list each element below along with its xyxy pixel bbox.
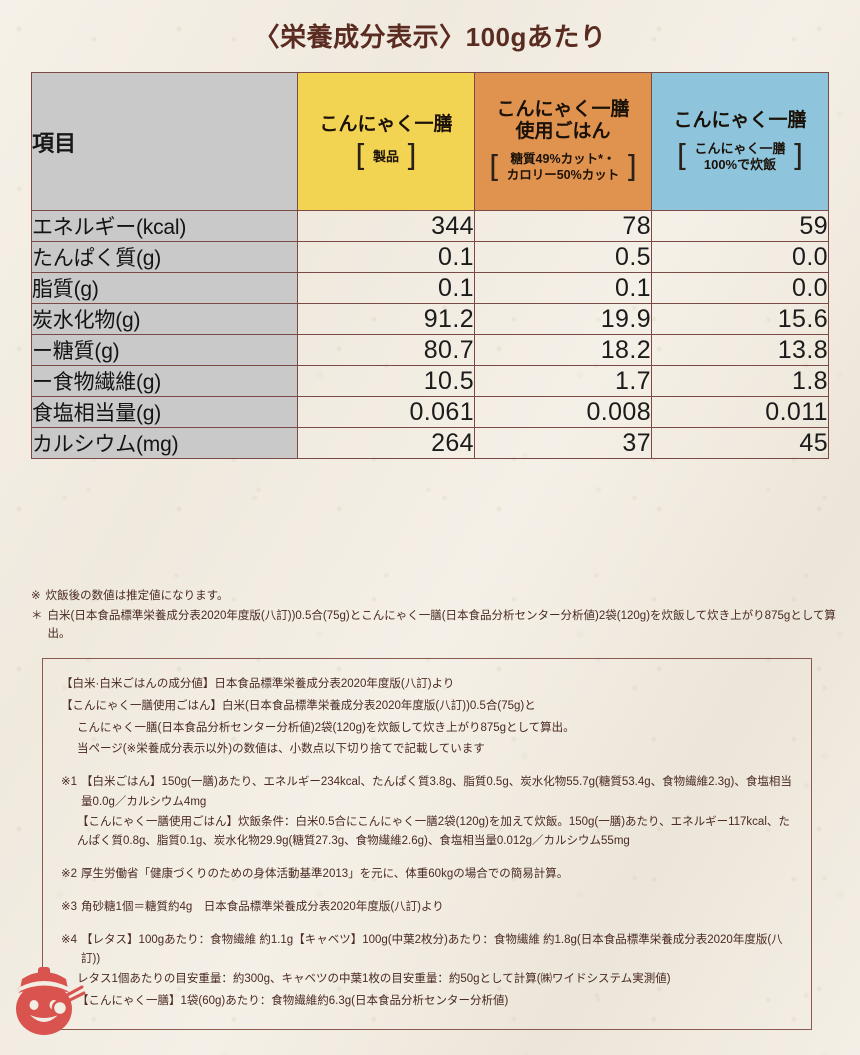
row-label: カルシウム(mg) (31, 427, 298, 459)
cell-value: 1.8 (651, 365, 829, 397)
row-label: ー食物繊維(g) (31, 365, 298, 397)
note-3-text: 角砂糖1個＝糖質約4g 日本食品標準栄養成分表2020年度版(八訂)より (81, 900, 444, 913)
cell-value: 0.0 (651, 272, 829, 304)
cell-value: 0.061 (297, 396, 475, 428)
note-2-text: 厚生労働省「健康づくりのための身体活動基準2013」を元に、体重60kgの場合で… (81, 868, 569, 881)
cell-value: 45 (651, 427, 829, 459)
cell-value: 0.5 (474, 241, 652, 273)
cell-value: 59 (651, 210, 829, 242)
table-row: 食塩相当量(g) 0.061 0.008 0.011 (31, 396, 829, 428)
row-label: 食塩相当量(g) (31, 396, 298, 428)
note-3-mark: ※3 (61, 900, 78, 913)
header-col3-bracket-group: [ こんにゃく一膳 100%で炊飯 ] (652, 141, 828, 174)
note-2-line: ※2 厚生労働省「健康づくりのための身体活動基準2013」を元に、体重60kgの… (61, 865, 793, 885)
note-source-line3: こんにゃく一膳(日本食品分析センター分析値)2袋(120g)を炊飯して炊き上がり… (77, 721, 575, 734)
table-row: エネルギー(kcal) 344 78 59 (31, 210, 829, 242)
bracket-right-icon: ] (405, 138, 417, 174)
cell-value: 13.8 (651, 334, 829, 366)
bracket-left-icon: [ (355, 138, 367, 174)
header-col1-sub: 製品 (372, 148, 399, 164)
table-footnotes: ※ 炊飯後の数値は推定値になります。 ＊ 白米(日本食品標準栄養成分表2020年… (31, 588, 837, 645)
footnote-item: ※ 炊飯後の数値は推定値になります。 (31, 588, 837, 606)
row-label: エネルギー(kcal) (31, 210, 298, 242)
header-col1-main: こんにゃく一膳 (319, 113, 453, 135)
header-column-product: こんにゃく一膳 [ 製品 ] (297, 72, 475, 211)
cell-value: 15.6 (651, 303, 829, 335)
note-source-line1: 【白米·白米ごはんの成分値】日本食品標準栄養成分表2020年度版(八訂)より (61, 678, 455, 690)
cell-value: 91.2 (297, 303, 475, 335)
page-title: 〈栄養成分表示〉100gあたり (253, 22, 607, 52)
cell-value: 78 (474, 210, 652, 242)
header-col3-main: こんにゃく一膳 (673, 109, 807, 131)
table-row: ー糖質(g) 80.7 18.2 13.8 (31, 334, 829, 366)
row-label: たんぱく質(g) (31, 241, 298, 273)
note-1-line1: ※1 【白米ごはん】150g(一膳)あたり、エネルギー234kcal、たんぱく質… (61, 773, 793, 813)
cell-value: 0.011 (651, 396, 829, 428)
row-label: 脂質(g) (31, 272, 298, 304)
header-col1-bracket-group: [ 製品 ] (298, 138, 474, 174)
note-1-group: ※1 【白米ごはん】150g(一膳)あたり、エネルギー234kcal、たんぱく質… (61, 773, 793, 852)
header-col2-main: こんにゃく一膳 使用ごはん (496, 99, 630, 143)
row-label: ー糖質(g) (31, 334, 298, 366)
note-4-text2: レタス1個あたりの目安重量：約300g、キャベツの中葉1枚の目安重量：約50gと… (77, 973, 671, 986)
nutrition-table: 項目 こんにゃく一膳 [ 製品 ] こんにゃく一膳 使用ごはん [ 糖質49%カ… (31, 72, 829, 459)
konnyaku-mascot-icon (16, 967, 86, 1035)
note-1-mark: ※1 (61, 776, 78, 789)
table-row: 炭水化物(g) 91.2 19.9 15.6 (31, 303, 829, 335)
table-row: 脂質(g) 0.1 0.1 0.0 (31, 272, 829, 304)
cell-value: 1.7 (474, 365, 652, 397)
note-3-line: ※3 角砂糖1個＝糖質約4g 日本食品標準栄養成分表2020年度版(八訂)より (61, 898, 793, 918)
note-1-text2: 【こんにゃく一膳使用ごはん】炊飯条件：白米0.5合にこんにゃく一膳2袋(120g… (77, 815, 790, 848)
note-2-mark: ※2 (61, 868, 78, 881)
row-label: 炭水化物(g) (31, 303, 298, 335)
cell-value: 0.1 (297, 241, 475, 273)
bracket-right-icon: ] (791, 138, 804, 174)
header-item-label: 項目 (31, 72, 298, 211)
bracket-left-icon: [ (489, 149, 501, 185)
note-2-group: ※2 厚生労働省「健康づくりのための身体活動基準2013」を元に、体重60kgの… (61, 865, 793, 885)
cell-value: 344 (297, 210, 475, 242)
header-col3-sub: こんにゃく一膳 100%で炊飯 (694, 140, 786, 173)
cell-value: 18.2 (474, 334, 652, 366)
cell-value: 0.008 (474, 396, 652, 428)
table-row: カルシウム(mg) 264 37 45 (31, 427, 829, 459)
cell-value: 37 (474, 427, 652, 459)
table-body: エネルギー(kcal) 344 78 59 たんぱく質(g) 0.1 0.5 0… (31, 210, 829, 459)
footnote-mark: ＊ (31, 609, 43, 622)
table-row: たんぱく質(g) 0.1 0.5 0.0 (31, 241, 829, 273)
header-column-rice-with-konnyaku: こんにゃく一膳 使用ごはん [ 糖質49%カット*・ カロリー50%カット ] (474, 72, 652, 211)
table-row: ー食物繊維(g) 10.5 1.7 1.8 (31, 365, 829, 397)
note-1-text1: 【白米ごはん】150g(一膳)あたり、エネルギー234kcal、たんぱく質3.8… (81, 776, 792, 808)
cell-value: 0.1 (297, 272, 475, 304)
table-header-row: 項目 こんにゃく一膳 [ 製品 ] こんにゃく一膳 使用ごはん [ 糖質49%カ… (31, 72, 829, 211)
note-4-line1: ※4 【レタス】100gあたり：食物繊維 約1.1g【キャベツ】100g(中葉2… (61, 931, 793, 971)
bracket-right-icon: ] (625, 149, 637, 185)
header-col2-sub: 糖質49%カット*・ カロリー50%カット (506, 152, 620, 183)
cell-value: 80.7 (297, 334, 475, 366)
cell-value: 0.1 (474, 272, 652, 304)
note-3-group: ※3 角砂糖1個＝糖質約4g 日本食品標準栄養成分表2020年度版(八訂)より (61, 898, 793, 918)
note-4-group: ※4 【レタス】100gあたり：食物繊維 約1.1g【キャベツ】100g(中葉2… (61, 931, 793, 1012)
footnote-text: 白米(日本食品標準栄養成分表2020年度版(八訂))0.5合(75g)とこんにゃ… (47, 609, 836, 640)
note-4-text1: 【レタス】100gあたり：食物繊維 約1.1g【キャベツ】100g(中葉2枚分)… (81, 933, 783, 966)
header-column-konnyaku-100: こんにゃく一膳 [ こんにゃく一膳 100%で炊飯 ] (651, 72, 829, 211)
notes-source-group: 【白米·白米ごはんの成分値】日本食品標準栄養成分表2020年度版(八訂)より 【… (61, 675, 793, 760)
cell-value: 0.0 (651, 241, 829, 273)
footnote-item: ＊ 白米(日本食品標準栄養成分表2020年度版(八訂))0.5合(75g)とこん… (31, 608, 837, 644)
cell-value: 19.9 (474, 303, 652, 335)
footnote-mark: ※ (31, 590, 41, 602)
cell-value: 264 (297, 427, 475, 459)
note-source-line4: 当ページ(※栄養成分表示以外)の数値は、小数点以下切り捨てで記載しています (77, 743, 485, 756)
bracket-left-icon: [ (676, 138, 689, 174)
header-col2-bracket-group: [ 糖質49%カット*・ カロリー50%カット ] (475, 152, 651, 183)
notes-box: 【白米·白米ごはんの成分値】日本食品標準栄養成分表2020年度版(八訂)より 【… (42, 658, 812, 1030)
cell-value: 10.5 (297, 365, 475, 397)
note-source-line2: 【こんにゃく一膳使用ごはん】白米(日本食品標準栄養成分表2020年度版(八訂))… (61, 699, 536, 712)
note-4-text3: 【こんにゃく一膳】1袋(60g)あたり：食物繊維約6.3g(日本食品分析センター… (77, 994, 509, 1007)
footnote-text: 炊飯後の数値は推定値になります。 (45, 590, 229, 602)
